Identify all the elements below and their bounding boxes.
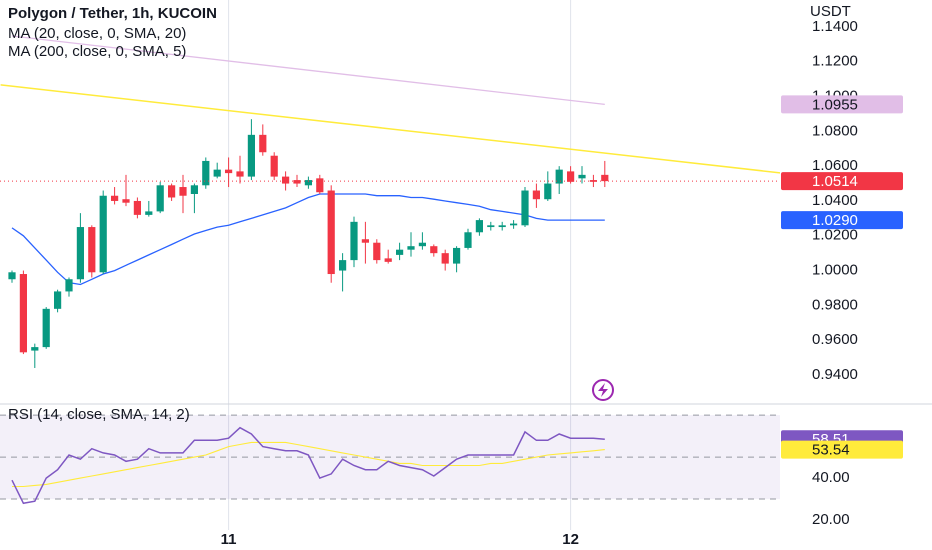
legend-entry: MA (200, close, 0, SMA, 5) [8, 43, 186, 60]
candle-body [19, 274, 27, 353]
y-tick-label: 1.0400 [812, 192, 858, 209]
price-tag-label: 53.54 [812, 442, 850, 459]
candle-body [544, 183, 552, 200]
candle-body [236, 171, 244, 177]
price-tag-label: 1.0955 [812, 96, 858, 113]
candle-body [578, 174, 586, 179]
candle-body [350, 221, 358, 261]
y-tick-label: 1.0800 [812, 122, 858, 139]
candle-body [555, 169, 563, 184]
ma-line [11, 35, 605, 106]
candle-body [42, 308, 50, 348]
price-plot [0, 35, 780, 368]
candle-body [361, 239, 369, 243]
candle-body [304, 180, 312, 186]
ma-line [11, 193, 605, 286]
chart-title: Polygon / Tether, 1h, KUCOIN [8, 5, 217, 22]
candle-body [99, 195, 107, 273]
legend-entry: MA (20, close, 0, SMA, 20) [8, 25, 186, 42]
rsi-line [11, 426, 605, 505]
price-tag-box [781, 211, 903, 230]
axis-unit: USDT [810, 3, 851, 20]
candle-body [453, 247, 461, 264]
price-tag-label: 1.0290 [812, 212, 858, 229]
candle-body [293, 180, 301, 184]
candle-body [384, 258, 392, 262]
rsi-line [12, 441, 605, 488]
candle-body [31, 347, 39, 351]
candle-body [133, 200, 141, 215]
y-tick-label: 0.9800 [812, 296, 858, 313]
candle-body [122, 199, 130, 203]
candle-body [567, 171, 575, 182]
rsi-plot [0, 414, 780, 505]
candle-body [327, 190, 335, 275]
candle-body [282, 176, 290, 184]
candle-body [8, 272, 16, 280]
x-tick-label: 11 [221, 531, 237, 548]
candle-body [316, 178, 324, 193]
candle-body [418, 242, 426, 247]
candle-body [156, 185, 164, 212]
candle-body [464, 232, 472, 248]
price-tag-label: 1.0514 [812, 173, 858, 190]
flash-icon [592, 379, 614, 401]
candle-body [475, 220, 483, 233]
candle-body [510, 223, 518, 226]
candle-body [145, 211, 153, 215]
candle-body [498, 225, 506, 228]
candle-body [190, 185, 198, 194]
candle-body [65, 279, 73, 292]
candle-body [168, 185, 176, 198]
y-tick-label: 1.0600 [812, 157, 858, 174]
candle-body [202, 160, 210, 186]
panel-title: RSI (14, close, SMA, 14, 2) [8, 406, 190, 423]
candle-body [270, 155, 278, 177]
y-tick-label: 1.1200 [812, 53, 858, 70]
candle-body [339, 260, 347, 271]
price-tag-box [781, 172, 903, 191]
candle-body [601, 174, 609, 182]
candle-body [396, 249, 404, 255]
candle-body [213, 169, 221, 177]
candle-body [247, 134, 255, 177]
candle-body [111, 195, 119, 201]
x-tick-label: 12 [562, 531, 579, 548]
y-tick-label: 1.0000 [812, 262, 858, 279]
candle-body [407, 246, 415, 250]
candle-body [373, 242, 381, 261]
price-tag-box [781, 95, 903, 114]
candle-body [88, 227, 96, 273]
candle-body [589, 180, 597, 182]
candle-body [76, 227, 84, 280]
y-tick-label: 40.00 [812, 469, 850, 486]
y-tick-label: 1.0200 [812, 227, 858, 244]
price-tag-box [781, 440, 903, 459]
y-tick-label: 1.1400 [812, 18, 858, 35]
candle-body [430, 246, 438, 254]
y-tick-label: 0.9400 [812, 366, 858, 383]
candle-body [532, 190, 540, 200]
candle-body [259, 134, 267, 153]
candle-body [521, 190, 529, 226]
candle-body [225, 169, 233, 174]
candle-body [54, 291, 62, 309]
candle-body [487, 225, 495, 228]
trendline [0, 84, 780, 174]
y-tick-label: 0.9600 [812, 331, 858, 348]
candle-body [441, 253, 449, 264]
candle-body [179, 187, 187, 196]
y-tick-label: 20.00 [812, 511, 850, 528]
